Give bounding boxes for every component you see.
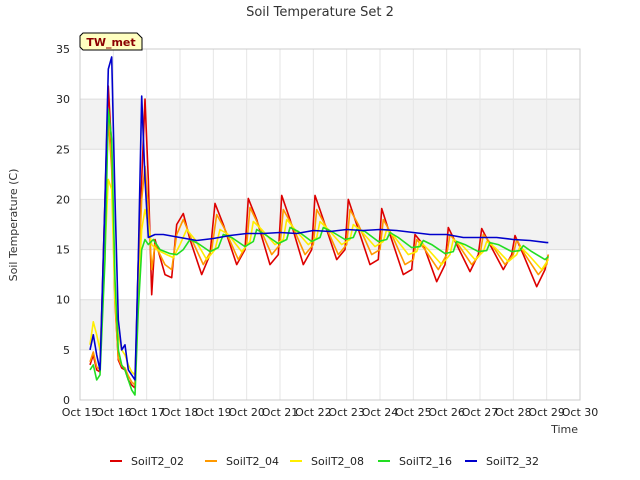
- y-axis-ticks: 0 5 10 15 20 25 30 35: [56, 43, 70, 407]
- series-line-soilt2-32: [89, 56, 549, 381]
- y-tick-label: 5: [63, 344, 70, 357]
- legend-label: SoilT2_32: [486, 455, 539, 468]
- y-tick-label: 35: [56, 43, 70, 56]
- x-tick-label: Oct 18: [162, 406, 199, 419]
- x-tick-label: Oct 25: [395, 406, 432, 419]
- badge-label: TW_met: [86, 36, 135, 49]
- y-axis-label: Soil Temperature (C): [7, 169, 20, 282]
- x-tick-label: Oct 21: [262, 406, 299, 419]
- legend-label: SoilT2_02: [131, 455, 184, 468]
- x-tick-label: Oct 20: [228, 406, 265, 419]
- y-tick-label: 20: [56, 193, 70, 206]
- background-bands: [80, 49, 580, 400]
- x-tick-label: Oct 16: [95, 406, 132, 419]
- series-line-soilt2-16: [89, 108, 549, 396]
- legend: SoilT2_02 SoilT2_04 SoilT2_08 SoilT2_16 Soil…: [110, 455, 539, 468]
- legend-label: SoilT2_16: [399, 455, 452, 468]
- y-tick-label: 30: [56, 93, 70, 106]
- x-tick-label: Oct 15: [62, 406, 99, 419]
- plot-frame: [79, 48, 581, 401]
- y-tick-label: 0: [63, 394, 70, 407]
- x-tick-label: Oct 30: [562, 406, 599, 419]
- legend-label: SoilT2_04: [226, 455, 279, 468]
- badge-shape: [79, 32, 143, 51]
- legend-label: SoilT2_08: [311, 455, 364, 468]
- x-tick-label: Oct 19: [195, 406, 232, 419]
- x-tick-label: Oct 27: [462, 406, 499, 419]
- x-axis-label: Time: [550, 423, 578, 436]
- x-tick-label: Oct 17: [128, 406, 165, 419]
- station-badge: TW_met: [79, 32, 143, 51]
- y-tick-label: 15: [56, 244, 70, 257]
- x-tick-label: Oct 22: [295, 406, 332, 419]
- x-tick-label: Oct 29: [528, 406, 565, 419]
- background-band: [80, 99, 580, 150]
- y-tick-label: 10: [56, 294, 70, 307]
- chart-title: Soil Temperature Set 2: [246, 5, 394, 20]
- series-lines: [89, 56, 550, 396]
- x-tick-label: Oct 23: [328, 406, 365, 419]
- x-tick-label: Oct 26: [428, 406, 465, 419]
- x-tick-label: Oct 28: [495, 406, 532, 419]
- y-tick-label: 25: [56, 143, 70, 156]
- background-band: [80, 299, 580, 350]
- x-tick-label: Oct 24: [362, 406, 399, 419]
